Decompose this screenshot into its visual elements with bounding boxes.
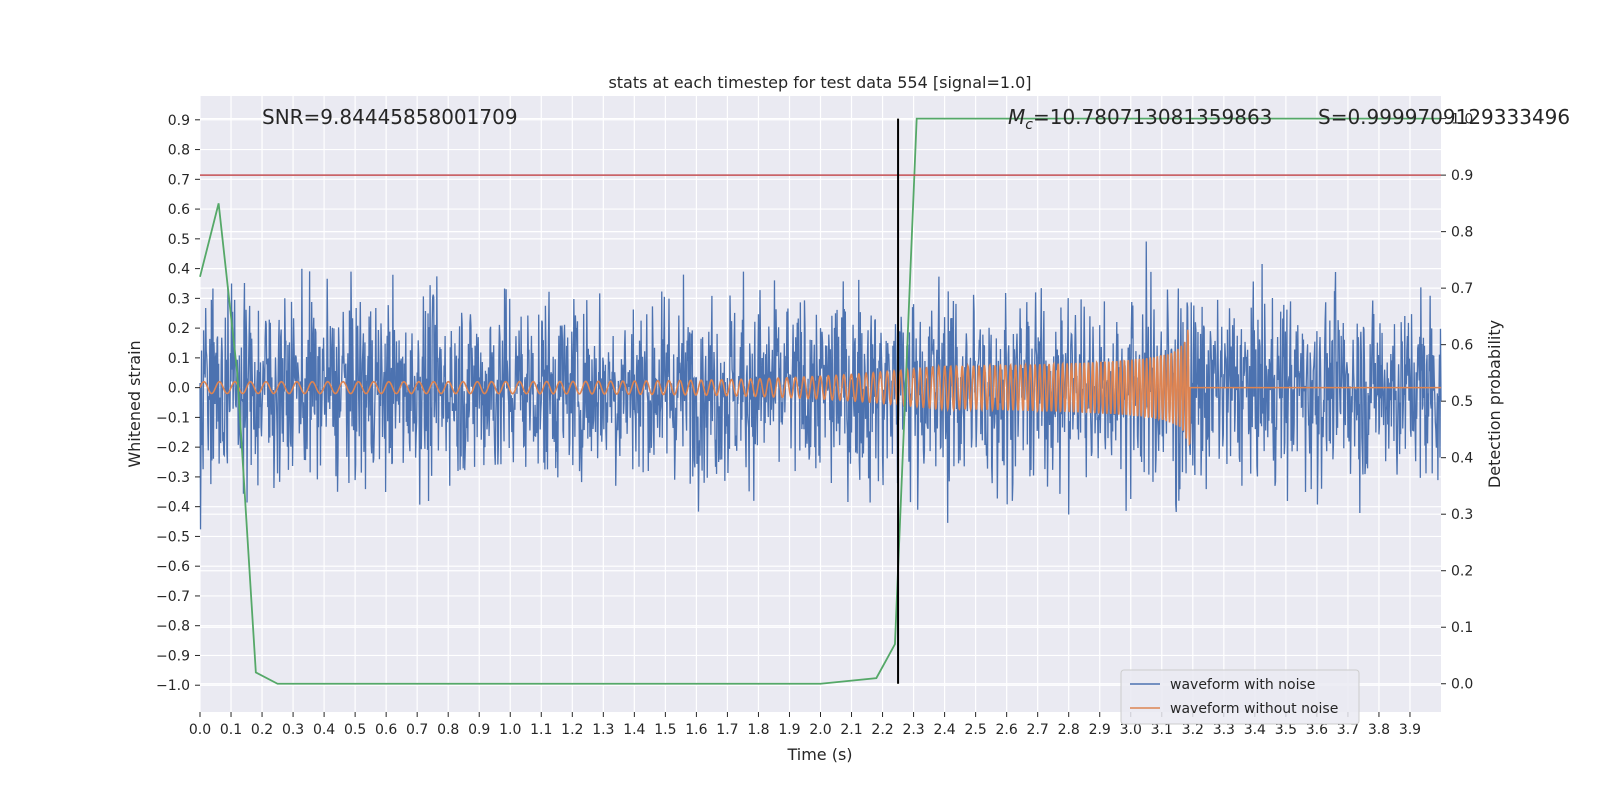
- detection-probability-line: [199, 117, 1441, 685]
- y-tick-label: −0.2: [156, 440, 190, 456]
- y-tick-label: 0.5: [168, 232, 190, 248]
- x-tick-label: 1.8: [747, 722, 769, 738]
- y-tick-label: 0.0: [168, 381, 190, 397]
- y2-tick-label: 0.4: [1451, 451, 1473, 467]
- legend-box: [1120, 669, 1360, 725]
- legend: waveform with noise waveform without noi…: [1120, 669, 1360, 725]
- chirp-mass-symbol: M: [1008, 105, 1025, 129]
- y-tick-label: −0.7: [156, 589, 190, 605]
- detection-probability-series: [199, 117, 1441, 685]
- snr-annotation: SNR=9.84445858001709: [262, 105, 518, 129]
- x-tick-label: 3.3: [1213, 722, 1235, 738]
- y2-tick-label: 0.9: [1451, 168, 1473, 184]
- x-tick-label: 0.6: [375, 722, 397, 738]
- s-annotation: S=0.9999709129333496: [1318, 105, 1570, 129]
- noise-waveform-line: [199, 241, 1442, 530]
- x-tick-label: 2.8: [1058, 722, 1080, 738]
- y-tick-label: 0.4: [168, 262, 190, 278]
- x-tick-label: 1.2: [561, 722, 583, 738]
- y2-tick-label: 0.0: [1451, 677, 1473, 693]
- x-tick-label: 0.5: [344, 722, 366, 738]
- legend-label-noise: waveform with noise: [1170, 677, 1315, 693]
- chirp-mass-annotation: Mc=10.780713081359863: [1008, 105, 1272, 133]
- chart-title: stats at each timestep for test data 554…: [608, 73, 1031, 92]
- x-tick-label: 0.4: [313, 722, 335, 738]
- x-tick-label: 0.3: [282, 722, 304, 738]
- clean-waveform-series: [199, 329, 1441, 447]
- y-tick-label: 0.1: [168, 351, 190, 367]
- y-tick-label: −0.1: [156, 410, 190, 426]
- y2-tick-label: 0.7: [1451, 281, 1473, 297]
- x-tick-label: 1.3: [592, 722, 614, 738]
- y2-tick-label: 0.2: [1451, 564, 1473, 580]
- x-tick-label: 1.7: [716, 722, 738, 738]
- x-tick-label: 1.1: [530, 722, 552, 738]
- x-tick-label: 0.1: [220, 722, 242, 738]
- x-tick-label: 2.5: [964, 722, 986, 738]
- x-tick-label: 1.6: [685, 722, 707, 738]
- x-tick-label: 3.4: [1244, 722, 1266, 738]
- x-tick-label: 3.0: [1120, 722, 1142, 738]
- x-tick-label: 2.3: [902, 722, 924, 738]
- x-tick-label: 2.4: [933, 722, 955, 738]
- x-tick-label: 0.7: [406, 722, 428, 738]
- x-tick-label: 3.8: [1368, 722, 1390, 738]
- y2-tick-label: 0.5: [1451, 394, 1473, 410]
- y-tick-label: −0.3: [156, 470, 190, 486]
- x-tick-label: 0.0: [189, 722, 211, 738]
- x-tick-label: 3.5: [1275, 722, 1297, 738]
- x-tick-label: 1.5: [654, 722, 676, 738]
- y2-tick-label: 0.6: [1451, 338, 1473, 354]
- y2-tick-label: 0.1: [1451, 620, 1473, 636]
- noise-waveform-series: [199, 241, 1442, 530]
- x-tick-label: 1.9: [778, 722, 800, 738]
- y-tick-label: −0.6: [156, 559, 190, 575]
- legend-label-clean: waveform without noise: [1170, 701, 1338, 717]
- x-tick-label: 2.9: [1089, 722, 1111, 738]
- x-tick-label: 3.1: [1151, 722, 1173, 738]
- reference-lines: [200, 118, 1441, 684]
- y2-tick-label: 1.0: [1451, 112, 1473, 128]
- y-tick-label: 0.8: [168, 143, 190, 159]
- y-tick-label: 0.7: [168, 172, 190, 188]
- y2-tick-label: 0.8: [1451, 225, 1473, 241]
- clean-waveform-line: [199, 329, 1441, 447]
- y2-axis-label: Detection probability: [1485, 320, 1504, 488]
- x-tick-label: 3.7: [1337, 722, 1359, 738]
- y-axis-label: Whitened strain: [125, 340, 144, 467]
- x-tick-label: 1.0: [499, 722, 521, 738]
- y-tick-label: 0.3: [168, 291, 190, 307]
- x-tick-label: 0.8: [437, 722, 459, 738]
- x-tick-label: 2.2: [871, 722, 893, 738]
- x-tick-label: 3.6: [1306, 722, 1328, 738]
- x-tick-label: 3.2: [1182, 722, 1204, 738]
- x-tick-label: 0.9: [468, 722, 490, 738]
- y-tick-label: −0.5: [156, 529, 190, 545]
- chirp-mass-value: =10.780713081359863: [1033, 105, 1272, 129]
- x-axis-label: Time (s): [786, 745, 852, 764]
- x-tick-label: 1.4: [623, 722, 645, 738]
- y-tick-label: 0.2: [168, 321, 190, 337]
- y2-axis-ticks: 1.0 0.9 0.8 0.7 0.6 0.5 0.4 0.3 0.2 0.1 0.0: [1441, 112, 1473, 693]
- chirp-mass-subscript: c: [1025, 117, 1033, 133]
- y-tick-label: −1.0: [156, 678, 190, 694]
- y-tick-label: −0.9: [156, 648, 190, 664]
- y2-tick-label: 0.3: [1451, 507, 1473, 523]
- x-tick-label: 3.9: [1399, 722, 1421, 738]
- x-tick-label: 2.6: [996, 722, 1018, 738]
- x-tick-label: 2.1: [840, 722, 862, 738]
- y-tick-label: −0.8: [156, 619, 190, 635]
- x-tick-label: 0.2: [251, 722, 273, 738]
- y-tick-label: −0.4: [156, 500, 190, 516]
- y-axis-ticks: 0.9 0.8 0.7 0.6 0.5 0.4 0.3 0.2 0.1 0.0 −0.1 −0.2 −0…: [156, 113, 200, 694]
- x-tick-label: 2.7: [1027, 722, 1049, 738]
- x-tick-label: 2.0: [809, 722, 831, 738]
- y-tick-label: 0.9: [168, 113, 190, 129]
- y-tick-label: 0.6: [168, 202, 190, 218]
